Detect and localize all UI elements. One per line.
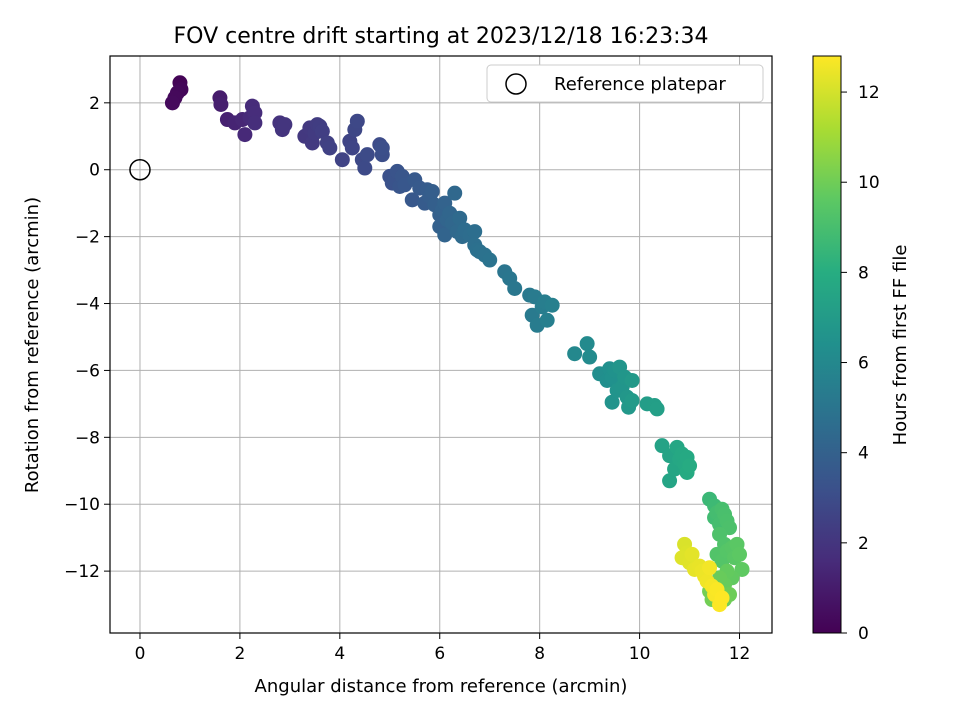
x-axis-ticks: 0 2 4 6 8 10 12 — [135, 633, 751, 664]
data-point — [482, 252, 498, 268]
colorbar-tick-label: 10 — [858, 173, 880, 193]
legend-marker-open-circle — [505, 73, 527, 95]
data-point — [539, 312, 555, 328]
data-point — [344, 140, 360, 156]
data-point — [682, 458, 698, 474]
data-point — [437, 227, 453, 243]
data-point — [357, 160, 373, 176]
y-axis-label: Rotation from reference (arcmin) — [22, 197, 43, 493]
x-tick-label: 6 — [434, 644, 445, 664]
chart-title: FOV centre drift starting at 2023/12/18 … — [174, 24, 709, 49]
colorbar — [812, 55, 842, 634]
data-point — [314, 123, 330, 139]
y-axis-ticks: −12 −10 −8 −6 −4 −2 0 2 — [64, 94, 110, 582]
data-point — [322, 140, 338, 156]
y-tick-label: −8 — [75, 428, 100, 448]
colorbar-tick-label: 2 — [858, 534, 869, 554]
data-point — [579, 336, 595, 352]
data-point — [349, 113, 365, 129]
data-point — [582, 349, 598, 365]
legend-box — [486, 64, 764, 103]
data-point — [213, 97, 229, 113]
y-tick-label: −2 — [75, 228, 100, 248]
colorbar-tick-label: 4 — [858, 444, 869, 464]
y-tick-label: 2 — [89, 94, 100, 114]
colorbar-tick-label: 8 — [858, 263, 869, 283]
data-point — [732, 546, 748, 562]
x-tick-label: 8 — [534, 644, 545, 664]
colorbar-tick-label: 12 — [858, 83, 880, 103]
reference-platepar-marker — [129, 158, 151, 181]
data-point — [447, 185, 463, 201]
y-tick-label: −6 — [75, 361, 100, 381]
x-tick-label: 4 — [334, 644, 345, 664]
data-point — [604, 394, 620, 410]
data-point — [507, 280, 523, 296]
data-point — [734, 561, 750, 577]
data-point — [334, 152, 350, 168]
data-point — [359, 147, 375, 163]
colorbar-tick-label: 6 — [858, 354, 869, 374]
data-point — [649, 401, 665, 417]
x-tick-label: 12 — [729, 644, 751, 664]
data-point — [404, 192, 420, 208]
y-tick-label: −4 — [75, 295, 100, 315]
data-point — [374, 140, 390, 156]
colorbar-label: Hours from first FF file — [890, 245, 911, 446]
y-tick-label: 0 — [89, 161, 100, 181]
data-point — [467, 224, 483, 240]
data-points — [129, 75, 750, 613]
data-point — [684, 546, 700, 562]
x-tick-label: 10 — [629, 644, 651, 664]
legend-label: Reference platepar — [554, 74, 726, 95]
plot-area-frame — [109, 55, 773, 634]
colorbar-tick-label: 0 — [858, 624, 869, 644]
x-tick-label: 0 — [135, 644, 146, 664]
x-tick-label: 2 — [234, 644, 245, 664]
data-point — [452, 210, 468, 226]
data-point — [237, 127, 253, 143]
y-tick-label: −10 — [64, 495, 100, 515]
data-point — [714, 590, 730, 606]
data-point — [624, 393, 640, 409]
data-point — [424, 183, 440, 199]
legend: Reference platepar — [486, 64, 764, 103]
data-point — [624, 372, 640, 388]
y-tick-label: −12 — [64, 562, 100, 582]
data-point — [544, 297, 560, 313]
data-point — [567, 346, 583, 362]
grid-lines — [110, 56, 772, 633]
x-axis-label: Angular distance from reference (arcmin) — [255, 676, 628, 697]
data-point — [702, 560, 718, 576]
data-point — [164, 95, 180, 111]
data-point — [662, 473, 678, 489]
colorbar-ticks: 0 2 4 6 8 10 12 — [841, 83, 880, 644]
data-point — [277, 117, 293, 133]
data-point — [247, 115, 263, 131]
